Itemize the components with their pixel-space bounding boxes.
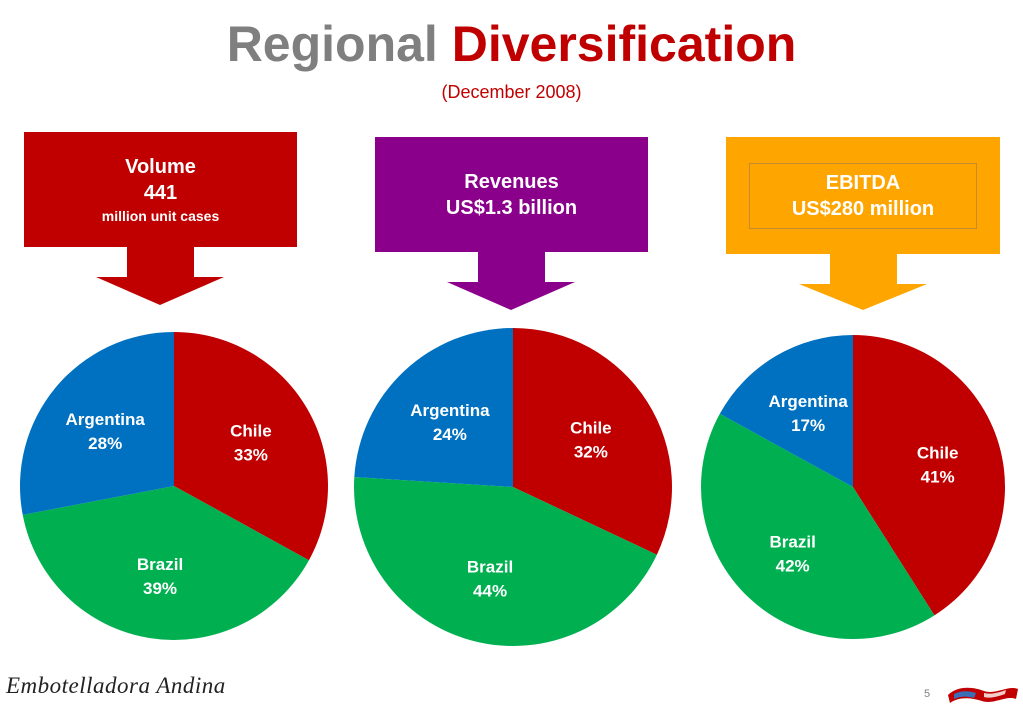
volume-label-argentina: Argentina xyxy=(66,410,146,429)
volume-pie-chart: Chile 33% Brazil 39% Argentina 28% xyxy=(19,332,328,640)
volume-slice-argentina xyxy=(19,332,174,515)
ebitda-value-argentina: 17% xyxy=(791,416,825,435)
volume-callout-title: Volume xyxy=(125,155,196,178)
ebitda-callout-title: EBITDA xyxy=(825,171,901,194)
ebitda-slice-chile xyxy=(853,335,1005,616)
volume-slice-brazil xyxy=(22,486,309,640)
volume-value-argentina: 28% xyxy=(88,434,122,453)
revenues-slice-brazil xyxy=(354,477,657,646)
revenues-value-brazil: 44% xyxy=(473,581,507,600)
revenues-callout-value: US$1.3 billion xyxy=(445,196,578,219)
revenues-pie-chart: Chile 32% Brazil 44% Argentina 24% xyxy=(354,328,672,646)
page-subtitle: (December 2008) xyxy=(441,82,582,102)
ebitda-callout-box: EBITDA US$280 million xyxy=(726,137,1000,254)
volume-callout-unit: million unit cases xyxy=(101,207,220,224)
flag-icon xyxy=(948,687,1018,703)
revenues-value-argentina: 24% xyxy=(433,425,467,444)
ebitda-label-argentina: Argentina xyxy=(768,392,848,411)
revenues-callout-box: Revenues US$1.3 billion xyxy=(375,137,648,252)
ebitda-value-brazil: 42% xyxy=(776,556,810,575)
ebitda-slice-argentina xyxy=(719,335,853,487)
ebitda-callout: EBITDA US$280 million xyxy=(726,137,1000,312)
revenues-value-chile: 32% xyxy=(574,443,608,462)
volume-label-chile: Chile xyxy=(230,422,272,441)
title-part-1: Regional xyxy=(226,16,438,72)
revenues-callout-title: Revenues xyxy=(464,170,559,193)
ebitda-callout-inner: EBITDA US$280 million xyxy=(749,162,977,229)
page-title: Regional Diversification xyxy=(0,14,1023,74)
volume-slice-chile xyxy=(174,332,328,561)
ebitda-value-chile: 41% xyxy=(921,467,955,486)
volume-callout-value: 441 xyxy=(143,181,178,204)
page-number: 5 xyxy=(924,688,931,700)
revenues-callout: Revenues US$1.3 billion xyxy=(375,137,648,312)
ebitda-arrow-icon xyxy=(799,254,927,310)
revenues-arrow-icon xyxy=(447,252,575,310)
company-logo: Embotelladora Andina xyxy=(6,673,226,698)
title-part-2: Diversification xyxy=(451,16,797,72)
ebitda-label-chile: Chile xyxy=(917,443,959,462)
ebitda-callout-value: US$280 million xyxy=(791,197,935,220)
revenues-slice-chile xyxy=(513,328,672,555)
revenues-label-brazil: Brazil xyxy=(467,557,513,576)
volume-value-brazil: 39% xyxy=(143,579,177,598)
ebitda-pie-chart: Chile 41% Brazil 42% Argentina 17% xyxy=(701,335,1005,639)
volume-callout-box: Volume 441 million unit cases xyxy=(24,132,297,247)
ebitda-label-brazil: Brazil xyxy=(770,532,816,551)
volume-value-chile: 33% xyxy=(234,446,268,465)
volume-callout: Volume 441 million unit cases xyxy=(24,132,297,307)
volume-label-brazil: Brazil xyxy=(137,555,183,574)
ebitda-slice-brazil xyxy=(701,413,935,639)
revenues-slice-argentina xyxy=(354,328,513,487)
revenues-label-argentina: Argentina xyxy=(410,401,490,420)
volume-arrow-icon xyxy=(96,247,224,305)
revenues-label-chile: Chile xyxy=(570,419,612,438)
